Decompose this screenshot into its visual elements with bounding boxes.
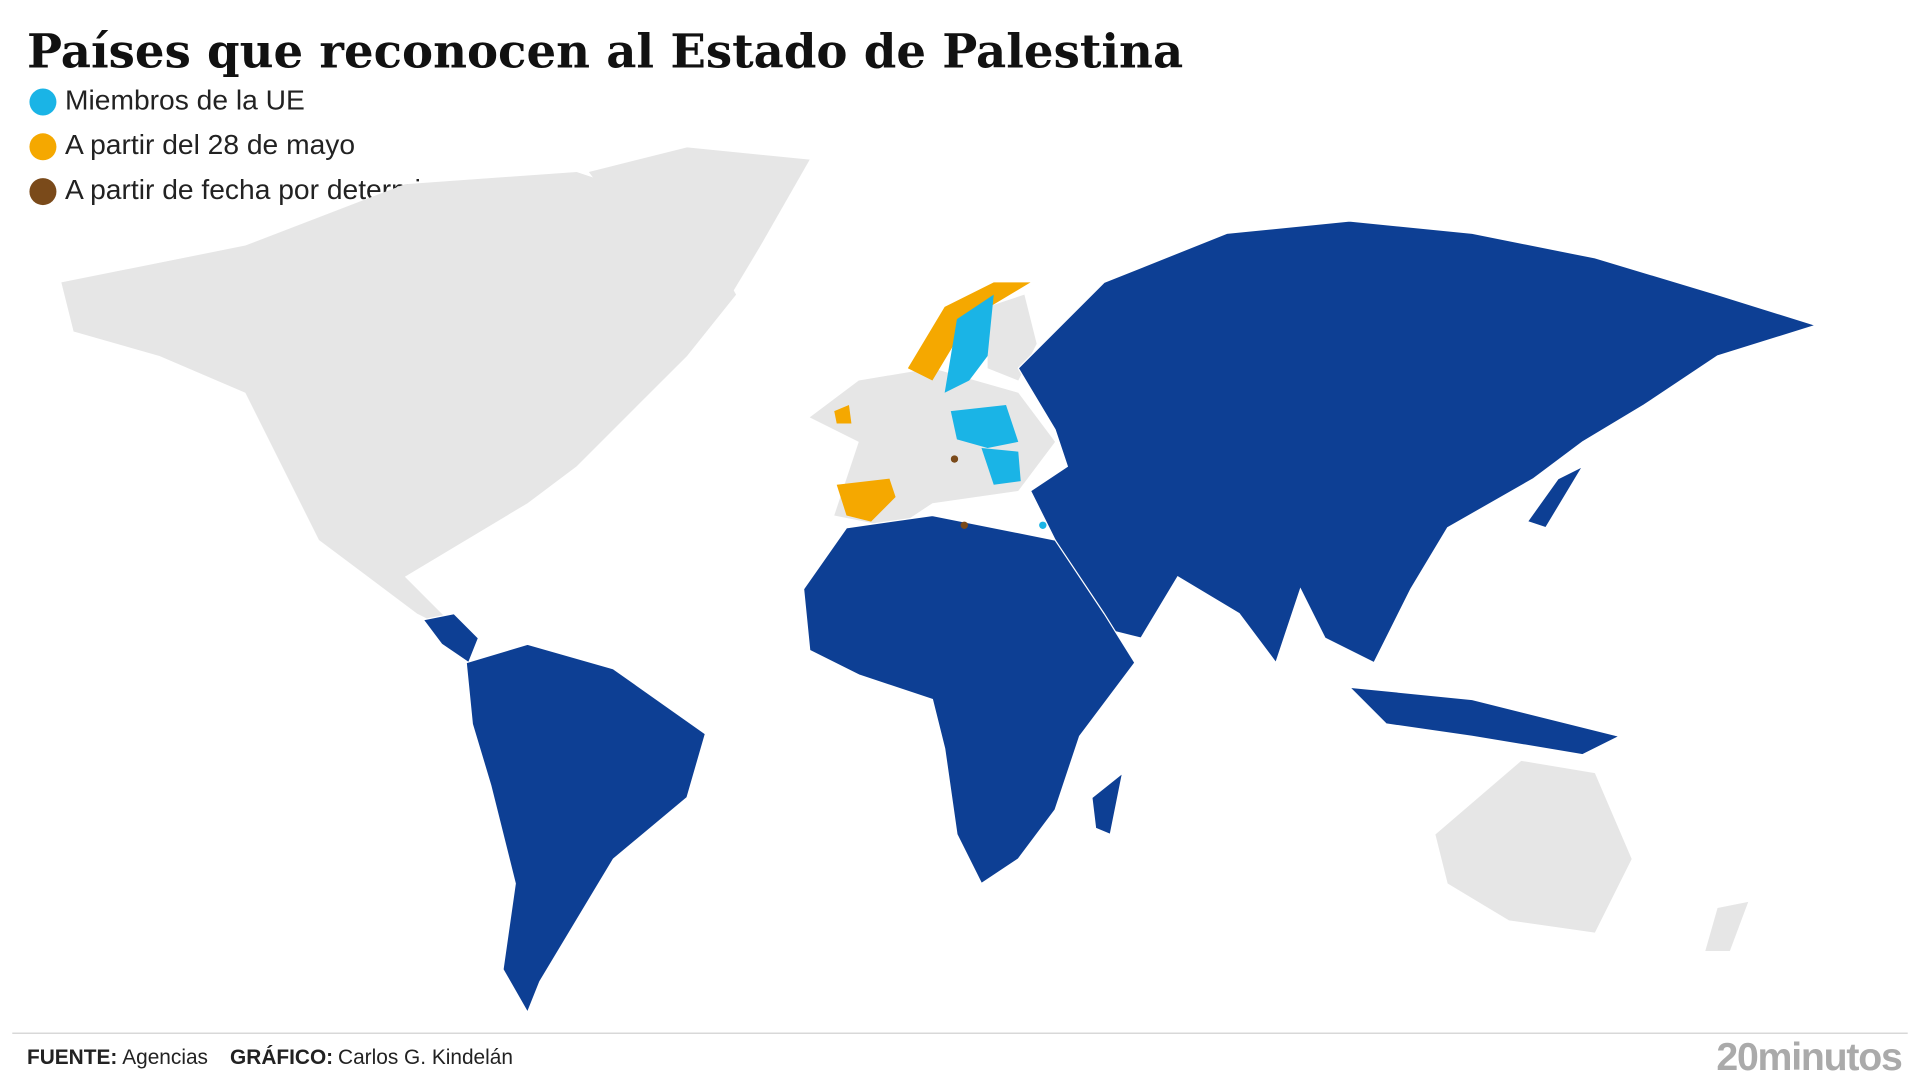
australia xyxy=(1435,760,1632,933)
legend-label: A partir del 28 de mayo xyxy=(65,128,355,160)
madagascar xyxy=(1091,771,1124,836)
new-zealand xyxy=(1705,901,1749,951)
north-america xyxy=(61,171,737,639)
central-america xyxy=(422,612,480,664)
japan xyxy=(1526,464,1585,529)
cyprus xyxy=(1039,521,1047,529)
central-europe xyxy=(950,405,1019,448)
graphic-label: GRÁFICO: xyxy=(230,1046,333,1069)
source-label: FUENTE: xyxy=(27,1046,117,1069)
footer-credits: FUENTE: Agencias GRÁFICO: Carlos G. Kindelá… xyxy=(27,1046,513,1069)
sweden xyxy=(944,294,994,393)
ireland xyxy=(834,405,852,424)
indonesia xyxy=(1347,686,1622,756)
finland xyxy=(987,294,1037,381)
legend: Miembros de la UE A partir del 28 de mayo… xyxy=(29,83,462,206)
greenland xyxy=(588,147,810,307)
romania-bulgaria xyxy=(981,447,1021,485)
slovenia xyxy=(950,455,959,463)
south-america xyxy=(465,643,707,1014)
graphic-author: Carlos G. Kindelán xyxy=(338,1046,513,1069)
world-map xyxy=(61,147,1818,1014)
spain xyxy=(836,478,896,522)
legend-label: Miembros de la UE xyxy=(65,83,305,115)
asia xyxy=(1017,220,1818,664)
title: Países que reconocen al Estado de Palest… xyxy=(27,24,1183,79)
source: Agencias xyxy=(122,1046,208,1069)
legend-swatch xyxy=(29,178,57,206)
legend-swatch xyxy=(29,88,57,116)
norway xyxy=(907,282,1031,381)
africa xyxy=(802,514,1136,885)
legend-swatch xyxy=(29,133,57,161)
malta xyxy=(960,521,968,529)
logo: 20minutos xyxy=(1716,1035,1902,1079)
